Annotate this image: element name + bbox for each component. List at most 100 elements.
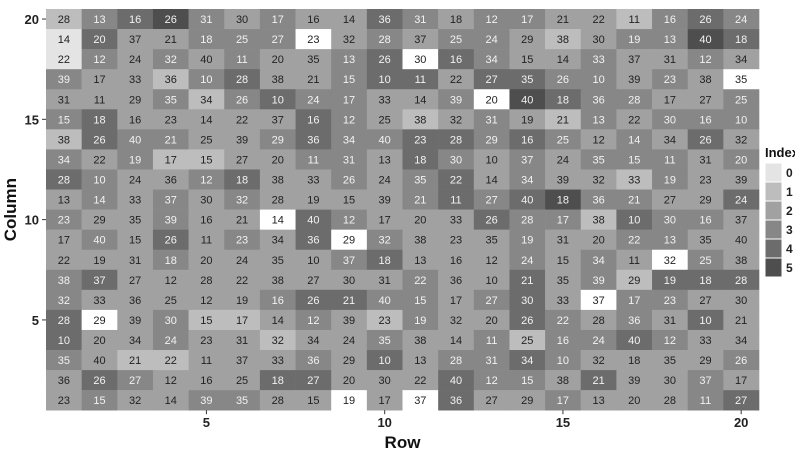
heatmap-cell [438,189,475,210]
cell-value-label: 33 [93,295,105,307]
cell-value-label: 31 [129,255,141,267]
cell-value-label: 18 [628,355,640,367]
cell-value-label: 35 [485,235,497,247]
heatmap-cell [224,209,261,230]
heatmap-cell [188,209,225,230]
cell-value-label: 37 [93,275,105,287]
heatmap-cell [366,229,403,251]
legend-swatch [764,162,783,183]
cell-value-label: 20 [343,375,355,387]
cell-value-label: 12 [664,335,676,347]
heatmap-cell [46,89,82,110]
heatmap-cell [509,89,546,110]
cell-value-label: 15 [129,235,141,247]
cell-value-label: 28 [450,134,462,146]
cell-value-label: 15 [414,295,426,307]
cell-value-label: 24 [379,175,391,187]
heatmap-cell [580,370,617,391]
heatmap-cell [188,289,225,311]
heatmap-cell [402,370,439,391]
heatmap-cell [259,329,296,351]
heatmap-cell [224,329,261,351]
cell-value-label: 26 [165,235,177,247]
heatmap-cell [687,390,724,411]
heatmap-cell [295,390,332,411]
y-tick-label: 5 [32,313,39,328]
cell-value-label: 40 [735,235,747,247]
heatmap-cell [366,289,403,311]
heatmap-cell [366,309,403,331]
cell-value-label: 37 [735,215,747,227]
cell-value-label: 37 [414,395,426,407]
cell-value-label: 22 [58,54,70,66]
heatmap-cell [117,390,154,411]
heatmap-cell [152,390,189,411]
heatmap-cell [81,289,118,311]
heatmap-cell [259,209,296,230]
heatmap-cell [224,9,261,30]
heatmap-cell [117,29,154,50]
heatmap-cell [687,89,724,110]
cell-value-label: 22 [592,14,604,26]
cell-value-label: 36 [628,315,640,327]
cell-value-label: 37 [343,255,355,267]
cell-value-label: 24 [343,335,355,347]
heatmap-cell [295,169,332,190]
cell-value-label: 30 [735,295,747,307]
cell-value-label: 19 [664,175,676,187]
heatmap-cell [152,249,189,271]
heatmap-cell [509,350,546,371]
heatmap-cell [188,149,225,170]
heatmap-cell [616,9,653,30]
cell-value-label: 16 [450,255,462,267]
heatmap-cell [188,109,225,130]
cell-value-label: 19 [343,395,355,407]
cell-value-label: 22 [557,315,569,327]
heatmap-cell [580,129,617,150]
cell-value-label: 29 [343,235,355,247]
cell-value-label: 37 [236,355,248,367]
heatmap-cell [545,390,582,411]
cell-value-label: 39 [628,74,640,86]
heatmap-cell [366,390,403,411]
cell-value-label: 29 [699,355,711,367]
heatmap-cell [402,249,439,271]
cell-value-label: 34 [485,54,497,66]
heatmap-cell [188,249,225,271]
heatmap-cell [46,309,82,331]
cell-value-label: 16 [129,14,141,26]
heatmap-cell [616,89,653,110]
cell-value-label: 35 [379,335,391,347]
heatmap-cell [188,189,225,210]
heatmap-cell [117,169,154,190]
heatmap-cell [117,149,154,170]
heatmap-cell [580,309,617,331]
cell-value-label: 24 [521,255,533,267]
heatmap-cell [117,129,154,150]
heatmap-cell [545,149,582,170]
heatmap-cell [331,69,368,90]
heatmap-cell [616,309,653,331]
cell-value-label: 27 [485,295,497,307]
cell-value-label: 32 [236,195,248,207]
cell-value-label: 23 [236,235,248,247]
x-tick-label: 15 [556,415,570,430]
cell-value-label: 39 [58,74,70,86]
cell-value-label: 12 [307,315,319,327]
heatmap-cell [366,350,403,371]
cell-value-label: 40 [200,54,212,66]
cell-value-label: 34 [58,154,70,166]
heatmap-cell [616,209,653,230]
cell-value-label: 23 [379,315,391,327]
heatmap-cell [46,390,82,411]
cell-value-label: 40 [450,375,462,387]
cell-value-label: 30 [165,315,177,327]
heatmap-cell [366,9,403,30]
cell-value-label: 19 [307,195,319,207]
cell-value-label: 16 [129,114,141,126]
cell-value-label: 23 [664,295,676,307]
heatmap-cell [687,69,724,90]
heatmap-cell [473,49,510,70]
x-tick-label: 20 [734,415,748,430]
heatmap-cell [295,69,332,90]
